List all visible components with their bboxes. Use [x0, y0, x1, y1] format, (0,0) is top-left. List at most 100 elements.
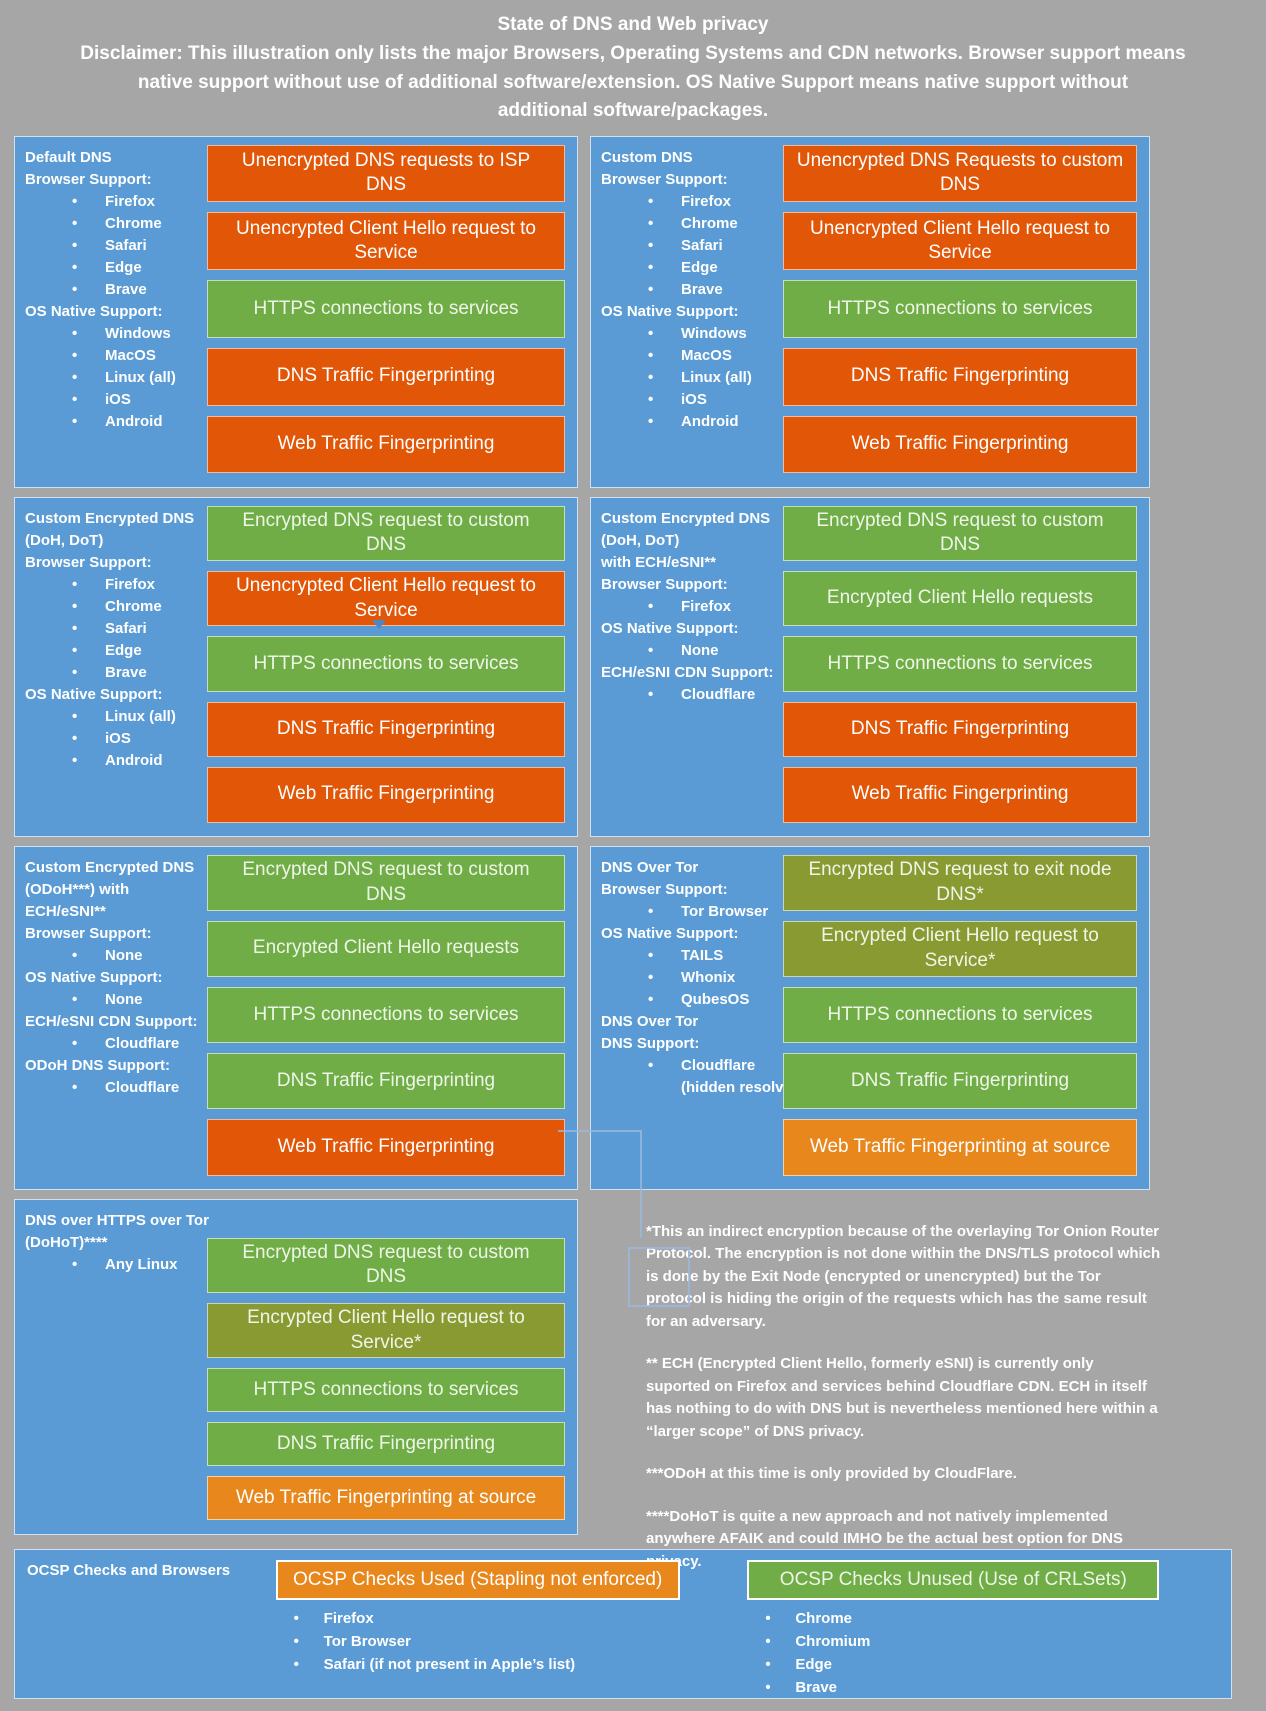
sidebar-bullet: Firefox — [25, 191, 203, 213]
row-4: DNS over HTTPS over Tor (DoHoT)**** Any … — [14, 1198, 1252, 1570]
sidebar-bullet: None — [25, 989, 203, 1011]
sidebar-bullet: Safari — [25, 618, 203, 640]
bar: DNS Traffic Fingerprinting — [783, 701, 1137, 758]
bar: Encrypted DNS request to custom DNS — [207, 1237, 565, 1293]
ocsp-used-section: OCSP Checks Used (Stapling not enforced)… — [275, 1559, 748, 1688]
bar: HTTPS connections to services — [207, 280, 565, 338]
sidebar-bullet: Tor Browser — [601, 901, 779, 923]
sidebar-bullet: Linux (all) — [601, 367, 779, 389]
panel-title: (DoHoT)**** — [25, 1233, 108, 1251]
sidebar-bullet: MacOS — [601, 345, 779, 367]
sidebar-bullet: Safari — [25, 235, 203, 257]
bar: Web Traffic Fingerprinting — [207, 415, 565, 474]
sidebar-bullet: Linux (all) — [25, 367, 203, 389]
bar-label: Web Traffic Fingerprinting — [277, 783, 495, 805]
list-item: Chrome — [747, 1607, 1219, 1630]
sidebar-bullet: iOS — [25, 728, 203, 750]
list-item: Edge — [747, 1653, 1219, 1676]
panel-title: ECH/eSNI** — [25, 902, 106, 920]
sidebar-label: OS Native Support: — [25, 968, 163, 986]
panel-ocsp: OCSP Checks and Browsers OCSP Checks Use… — [14, 1548, 1232, 1699]
bar: Encrypted DNS request to custom DNS — [783, 505, 1137, 561]
sidebar-bullet: Cloudflare — [601, 684, 779, 706]
panel-sidebar: Custom Encrypted DNS (DoH, DoT) with ECH… — [601, 506, 779, 823]
list-item: Chromium — [747, 1630, 1219, 1653]
bar: Encrypted Client Hello request to Servic… — [207, 1302, 565, 1359]
sidebar-label: Browser Support: — [601, 575, 728, 593]
bar: Encrypted DNS request to custom DNS — [207, 854, 565, 911]
footnote-1: *This an indirect encryption because of … — [646, 1222, 1161, 1330]
sidebar-bullet: TAILS — [601, 945, 779, 967]
footnote-2: ** ECH (Encrypted Client Hello, formerly… — [646, 1355, 1158, 1440]
footnote-3: ***ODoH at this time is only provided by… — [646, 1465, 1017, 1482]
header: State of DNS and Web privacy Disclaimer:… — [14, 8, 1252, 126]
bar-label: DNS Traffic Fingerprinting — [276, 718, 496, 740]
selection-box-artifact — [628, 1247, 690, 1307]
sidebar-bullet: Chrome — [25, 596, 203, 618]
bar: DNS Traffic Fingerprinting — [207, 701, 565, 758]
sidebar-label: Browser Support: — [601, 880, 728, 898]
sidebar-bullet: Whonix — [601, 967, 779, 989]
bar: HTTPS connections to services — [783, 986, 1137, 1044]
sidebar-bullet: Firefox — [25, 574, 203, 596]
sidebar-label: OS Native Support: — [25, 302, 163, 320]
page-title: State of DNS and Web privacy — [497, 14, 769, 35]
bar-label: DNS Traffic Fingerprinting — [276, 365, 496, 387]
bar: Encrypted DNS request to exit node DNS* — [783, 854, 1137, 911]
bar: Encrypted DNS request to custom DNS — [207, 505, 565, 561]
panel-dohot: DNS over HTTPS over Tor (DoHoT)**** Any … — [14, 1198, 578, 1535]
sidebar-label: OS Native Support: — [601, 619, 739, 637]
bar-label: Unencrypted Client Hello request to Serv… — [810, 217, 1110, 264]
panel-title: DNS Over Tor — [601, 858, 699, 876]
bar-label: HTTPS connections to services — [827, 652, 1093, 674]
sidebar-bullet: Android — [601, 411, 779, 433]
bar-label: Encrypted DNS request to custom DNS — [242, 1241, 530, 1288]
panel-sidebar: Custom DNS Browser Support: Firefox Chro… — [601, 145, 779, 474]
bar: DNS Traffic Fingerprinting — [783, 347, 1137, 406]
sidebar-bullet: Chrome — [25, 213, 203, 235]
bar-label: DNS Traffic Fingerprinting — [276, 1433, 496, 1455]
bar: Unencrypted DNS requests to ISP DNS — [207, 144, 565, 203]
sidebar-bullet: Android — [25, 411, 203, 433]
bar-label: DNS Traffic Fingerprinting — [850, 718, 1070, 740]
bar-label: Encrypted DNS request to exit node DNS* — [808, 858, 1112, 905]
sidebar-bullet: Brave — [25, 279, 203, 301]
sidebar-bullet: Firefox — [601, 191, 779, 213]
panel-bars: Encrypted DNS request to custom DNS Encr… — [203, 854, 565, 1176]
bar-label: Unencrypted Client Hello request to Serv… — [236, 574, 536, 621]
panel-default-dns: Default DNS Browser Support: Firefox Chr… — [14, 135, 578, 488]
panel-title: with ECH/eSNI** — [601, 553, 717, 571]
sidebar-label: OS Native Support: — [601, 924, 739, 942]
ocsp-unused-list: Chrome Chromium Edge Brave — [747, 1607, 1219, 1699]
panel-custom-encrypted-dns-odoh-ech: Custom Encrypted DNS (ODoH***) with ECH/… — [14, 845, 578, 1190]
sidebar-label: DNS Over Tor — [601, 1012, 699, 1030]
bar-label: Unencrypted DNS Requests to custom DNS — [796, 149, 1124, 196]
list-item: Tor Browser — [276, 1630, 748, 1653]
row-2: Custom Encrypted DNS (DoH, DoT) Browser … — [14, 496, 1252, 837]
panel-title: (DoH, DoT) — [25, 531, 104, 549]
sidebar-bullet: Brave — [601, 279, 779, 301]
bar: Unencrypted DNS Requests to custom DNS — [783, 144, 1137, 203]
bar-label: DNS Traffic Fingerprinting — [850, 365, 1070, 387]
bar-label: HTTPS connections to services — [253, 1378, 519, 1400]
sidebar-bullet: Windows — [601, 323, 779, 345]
sidebar-bullet: Cloudflare — [25, 1033, 203, 1055]
panel-custom-encrypted-dns-doh-dot-ech: Custom Encrypted DNS (DoH, DoT) with ECH… — [590, 496, 1150, 837]
sidebar-bullet: None — [601, 640, 779, 662]
panel-bars: Unencrypted DNS Requests to custom DNS U… — [779, 144, 1137, 474]
sidebar-label: Browser Support: — [25, 924, 152, 942]
panel-title: Custom Encrypted DNS — [25, 858, 195, 876]
bar: HTTPS connections to services — [207, 986, 565, 1044]
sidebar-label: OS Native Support: — [25, 685, 163, 703]
bar: Web Traffic Fingerprinting — [783, 767, 1137, 823]
bar: HTTPS connections to services — [207, 1368, 565, 1413]
bar-label: HTTPS connections to services — [827, 297, 1093, 319]
bar: Encrypted Client Hello requests — [783, 570, 1137, 627]
ocsp-used-header: OCSP Checks Used (Stapling not enforced) — [275, 1559, 680, 1600]
bar-label: Encrypted DNS request to custom DNS — [242, 509, 530, 556]
bar: Web Traffic Fingerprinting — [207, 767, 565, 823]
panel-title: (DoH, DoT) — [601, 531, 680, 549]
panel-sidebar: Default DNS Browser Support: Firefox Chr… — [25, 145, 203, 474]
sidebar-bullet: Firefox — [601, 596, 779, 618]
sidebar-bullet: Windows — [25, 323, 203, 345]
